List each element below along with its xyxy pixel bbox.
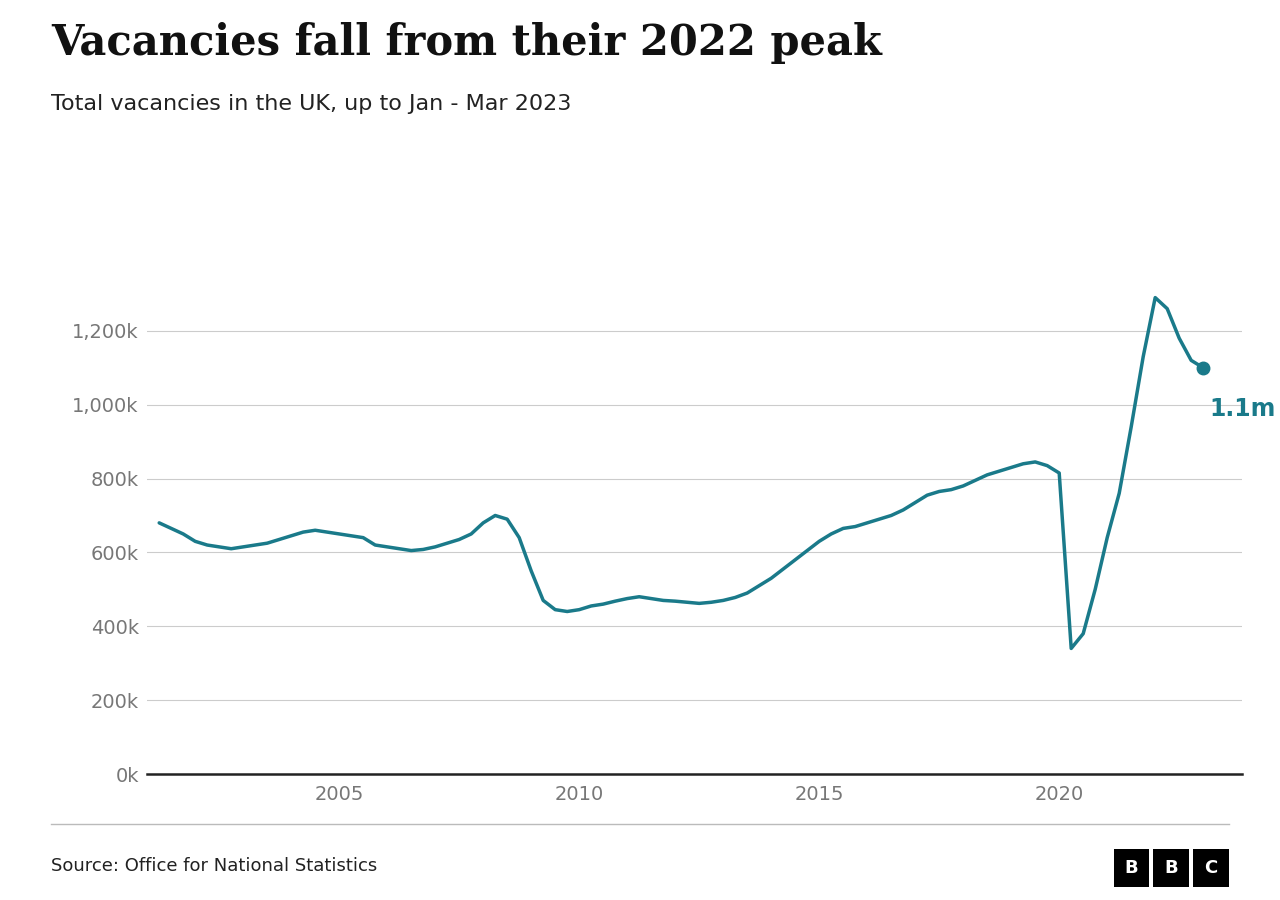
- Text: B: B: [1165, 859, 1178, 877]
- Text: C: C: [1204, 859, 1217, 877]
- Text: Vacancies fall from their 2022 peak: Vacancies fall from their 2022 peak: [51, 22, 882, 65]
- Text: Source: Office for National Statistics: Source: Office for National Statistics: [51, 857, 378, 875]
- Text: B: B: [1125, 859, 1138, 877]
- Text: 1.1m: 1.1m: [1208, 397, 1275, 421]
- Text: Total vacancies in the UK, up to Jan - Mar 2023: Total vacancies in the UK, up to Jan - M…: [51, 94, 572, 114]
